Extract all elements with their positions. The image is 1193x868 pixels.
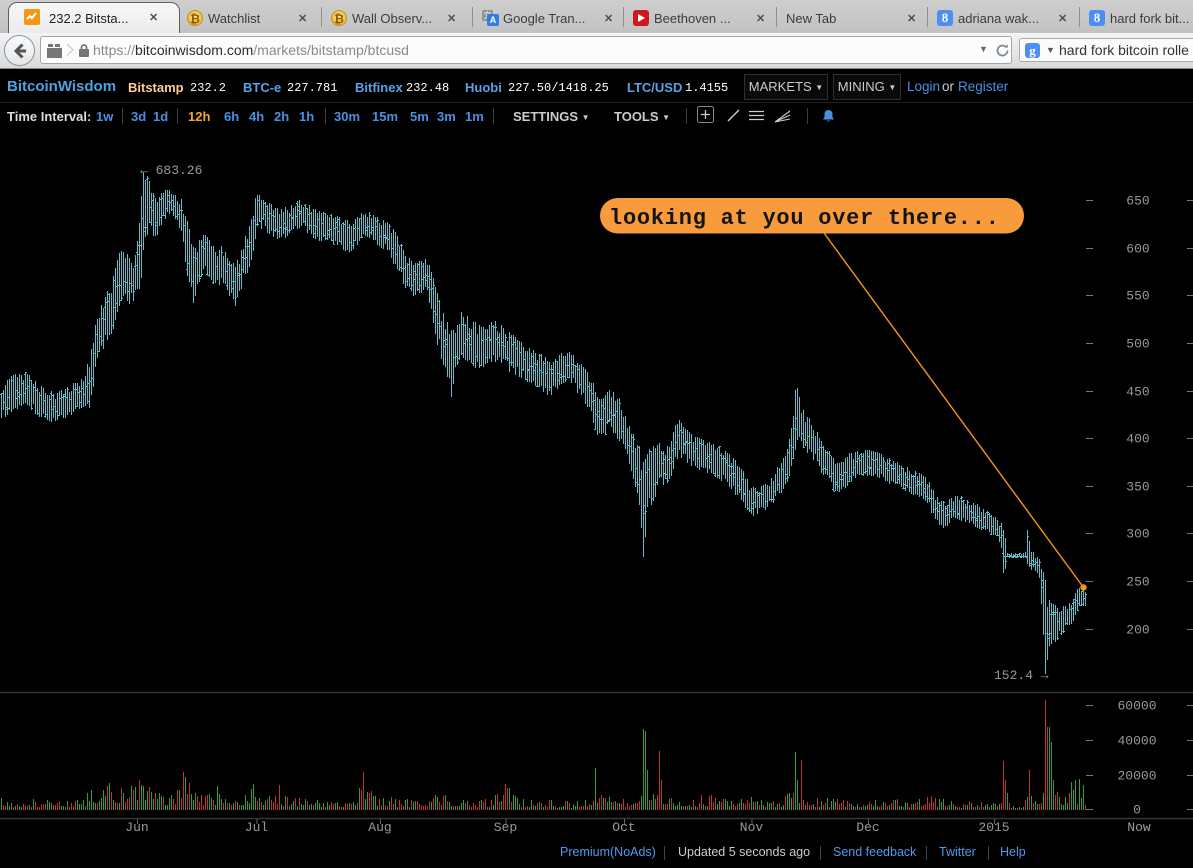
svg-text:20000: 20000 (1117, 769, 1156, 784)
svg-text:Dec: Dec (856, 820, 879, 835)
svg-text:600: 600 (1126, 242, 1149, 257)
svg-text:0: 0 (1133, 803, 1141, 818)
svg-text:400: 400 (1126, 432, 1149, 447)
svg-text:152.4 →: 152.4 → (994, 668, 1049, 683)
svg-text:Oct: Oct (612, 820, 635, 835)
svg-text:Jun: Jun (125, 820, 148, 835)
svg-text:350: 350 (1126, 480, 1149, 495)
svg-text:2015: 2015 (978, 820, 1009, 835)
svg-text:250: 250 (1126, 575, 1149, 590)
svg-text:450: 450 (1126, 385, 1149, 400)
svg-text:Aug: Aug (368, 820, 391, 835)
svg-text:looking at you over there...: looking at you over there... (609, 206, 1000, 231)
svg-text:200: 200 (1126, 623, 1149, 638)
svg-text:Jul: Jul (245, 820, 269, 835)
svg-text:300: 300 (1126, 527, 1149, 542)
svg-text:550: 550 (1126, 289, 1149, 304)
svg-text:60000: 60000 (1117, 699, 1156, 714)
svg-text:Sep: Sep (494, 820, 517, 835)
svg-text:500: 500 (1126, 337, 1149, 352)
svg-text:← 683.26: ← 683.26 (140, 163, 202, 178)
svg-text:Now: Now (1127, 820, 1151, 835)
svg-text:40000: 40000 (1117, 734, 1156, 749)
svg-text:Nov: Nov (740, 820, 764, 835)
svg-text:650: 650 (1126, 194, 1149, 209)
